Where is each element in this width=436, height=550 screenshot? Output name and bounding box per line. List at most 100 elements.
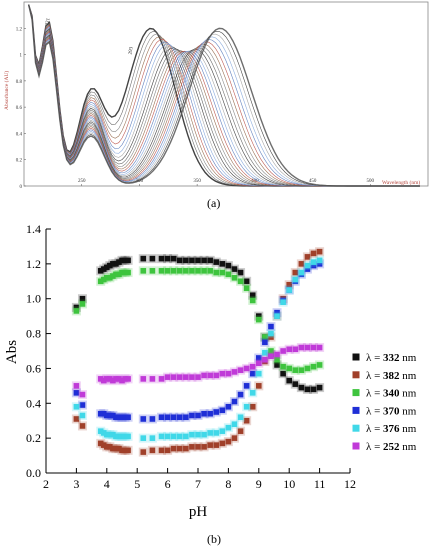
ph-point: [79, 402, 86, 408]
ph-point: [116, 414, 122, 421]
ph-point: [149, 255, 156, 262]
ph-point: [119, 447, 125, 454]
spectra-y-tick-label: 0.8: [16, 80, 23, 85]
ph-point: [237, 391, 244, 398]
ph-point: [262, 334, 268, 340]
ph-point: [286, 287, 292, 293]
ph-point: [113, 261, 119, 267]
ph-point: [116, 445, 122, 452]
ph-point: [298, 269, 305, 276]
ph-point: [183, 433, 189, 440]
ph-point: [122, 257, 128, 264]
spectra-x-tick-label: 250: [78, 179, 86, 184]
ph-point: [97, 376, 104, 382]
ph-point: [100, 442, 107, 448]
ph-point: [97, 440, 104, 447]
ph-point: [316, 344, 323, 351]
ph-point: [107, 262, 113, 269]
ph-point: [310, 250, 317, 257]
ph-legend: λ = 332 nm λ = 382 nm λ = 340 nm λ = 370 nm…: [352, 352, 417, 453]
ph-point: [316, 248, 323, 255]
ph-point: [110, 261, 116, 267]
ph-point: [201, 257, 207, 264]
ph-point: [195, 444, 201, 450]
ph-point: [207, 410, 213, 417]
ph-point: [183, 268, 189, 274]
ph-point: [310, 262, 317, 269]
ph-x-tick-label: 11: [314, 477, 326, 491]
ph-point: [298, 344, 305, 351]
ph-point: [225, 403, 232, 410]
ph-point: [176, 433, 183, 440]
ph-point: [100, 276, 107, 283]
ph-point: [97, 278, 104, 285]
ph-point: [149, 435, 156, 441]
ph-point: [110, 273, 116, 279]
ph-point: [207, 372, 213, 379]
ph-point: [225, 370, 232, 377]
ph-point: [104, 264, 110, 271]
spectra-frame: [23, 1, 429, 187]
spectra-y-axis-label: Absorbance (AU): [3, 71, 10, 110]
ph-point: [119, 269, 125, 276]
ph-point: [201, 444, 207, 450]
ph-point: [158, 447, 165, 454]
spectra-y-tick-label: 0.2: [16, 159, 23, 164]
ph-point: [140, 416, 147, 422]
spectrum-curve: [27, 4, 420, 187]
ph-point: [140, 268, 147, 274]
ph-x-tick-label: 2: [43, 477, 49, 491]
ph-point: [237, 414, 244, 421]
ph-point: [201, 431, 207, 438]
ph-point: [79, 301, 86, 307]
ph-point: [304, 266, 311, 272]
ph-point: [125, 376, 131, 382]
ph-x-tick-label: 12: [344, 477, 356, 491]
ph-point: [158, 255, 165, 262]
ph-point: [122, 376, 128, 382]
ph-point: [170, 268, 177, 274]
ph-y-tick-label: 1.4: [26, 222, 41, 236]
ph-point: [183, 374, 189, 380]
ph-point: [100, 266, 107, 272]
ph-point: [298, 367, 305, 373]
ph-point: [107, 376, 113, 382]
ph-point: [104, 412, 110, 419]
ph-point: [213, 409, 220, 415]
ph-point: [176, 445, 183, 452]
ph-chart: 2 3 4 5 6 7 8 9 10 11 12 0.0 0.2 0.4 0.6 0.8 1.0 1.2 1.4 λ…: [4, 222, 417, 520]
ph-point: [140, 449, 147, 455]
ph-point: [274, 351, 280, 358]
ph-point: [176, 374, 183, 380]
ph-point: [225, 438, 232, 445]
ph-point: [100, 377, 107, 384]
ph-point: [310, 386, 317, 393]
ph-point: [73, 308, 80, 314]
ph-y-tick-label: 0.6: [26, 361, 41, 375]
ph-point: [256, 316, 262, 323]
ph-point: [79, 423, 86, 429]
ph-point: [316, 362, 323, 368]
ph-point: [256, 360, 262, 366]
ph-point: [104, 376, 110, 382]
ph-point: [249, 363, 256, 370]
ph-point: [158, 414, 165, 421]
ph-point: [73, 383, 80, 389]
ph-point: [219, 370, 226, 377]
ph-point: [231, 369, 238, 375]
ph-point: [286, 365, 292, 372]
ph-axes: 2 3 4 5 6 7 8 9 10 11 12 0.0 0.2 0.4 0.6 0.8 1.0 1.2 1.4: [26, 222, 356, 491]
spectra-y-tick-label: 0.6: [16, 106, 23, 111]
ph-point: [304, 344, 311, 351]
ph-point: [231, 266, 238, 272]
legend-entry: λ = 252 nm: [366, 441, 417, 453]
ph-point: [116, 271, 122, 278]
ph-point: [122, 414, 128, 421]
spectra-x-tick-label: 350: [193, 179, 201, 184]
ph-point: [140, 435, 147, 441]
ph-point: [310, 363, 317, 370]
ph-point: [176, 414, 183, 421]
ph-point: [125, 257, 131, 264]
ph-point: [231, 275, 238, 281]
